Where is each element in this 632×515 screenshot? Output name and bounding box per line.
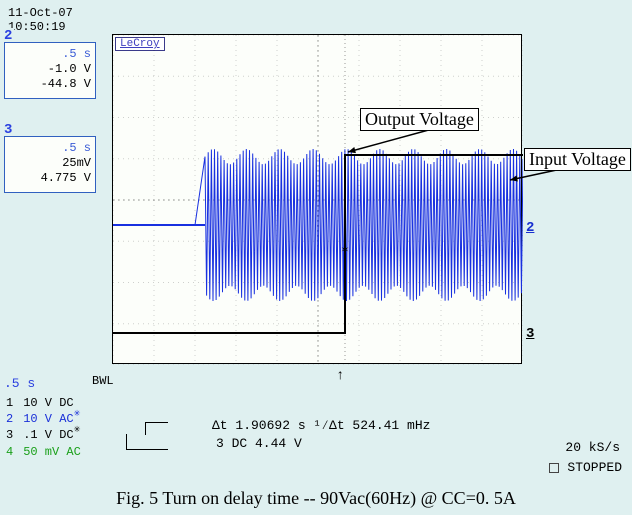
- timebase-readout: .5 s: [4, 376, 35, 391]
- channel-scale-row: 2 10 V AC ✳: [6, 411, 81, 427]
- channel-scale-row: 3 .1 V DC ✳: [6, 427, 81, 443]
- sample-rate: 20 kS/s: [565, 440, 620, 455]
- annotation-output-voltage: Output Voltage: [360, 108, 479, 131]
- channel-scale-row: 4 50 mV AC: [6, 444, 81, 460]
- ch3-timebase: .5 s: [62, 141, 91, 155]
- status-text: STOPPED: [567, 460, 622, 475]
- ch3-value-1: 25mV: [9, 156, 91, 171]
- scope-plot-area: LeCroy ✶: [112, 34, 522, 364]
- channel-2-readout-box: .5 s -1.0 V -44.8 V: [4, 42, 96, 99]
- ch2-value-1: -1.0 V: [9, 62, 91, 77]
- trigger-edge-icon: [126, 434, 168, 450]
- capture-date: 11-Oct-07: [8, 6, 73, 20]
- waveform-canvas: ✶: [113, 35, 523, 365]
- capture-time: 10:50:19: [8, 20, 73, 34]
- channel-3-readout-box: .5 s 25mV 4.775 V: [4, 136, 96, 193]
- side-marker-ch2: 2: [526, 220, 534, 236]
- ch2-value-2: -44.8 V: [9, 77, 91, 92]
- delta-measurement: Δt 1.90692 s ¹⁄Δt 524.41 mHz: [212, 418, 430, 433]
- channel-scale-row: 1 10 V DC: [6, 395, 81, 411]
- bandwidth-limit-label: BWL: [92, 374, 114, 388]
- trigger-level-readout: 3 DC 4.44 V: [216, 436, 302, 451]
- channel-scale-list: 1 10 V DC2 10 V AC ✳3 .1 V DC ✳4 50 mV A…: [6, 395, 81, 460]
- stop-square-icon: [549, 463, 559, 473]
- svg-text:✶: ✶: [341, 243, 348, 257]
- acquisition-status: STOPPED: [549, 460, 622, 475]
- ch3-value-2: 4.775 V: [9, 171, 91, 186]
- figure-caption: Fig. 5 Turn on delay time -- 90Vac(60Hz)…: [0, 488, 632, 509]
- capture-timestamp: 11-Oct-07 10:50:19: [8, 6, 73, 35]
- side-marker-ch3: 3: [526, 326, 534, 342]
- trigger-position-arrow-icon: ↑: [336, 368, 344, 384]
- ch2-timebase: .5 s: [62, 47, 91, 61]
- annotation-input-voltage: Input Voltage: [524, 148, 631, 171]
